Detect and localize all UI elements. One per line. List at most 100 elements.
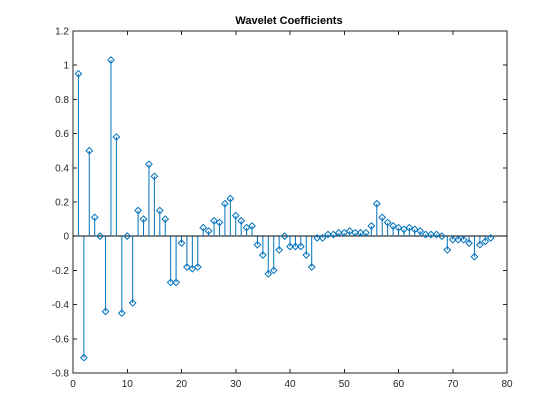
data-point-marker [242, 223, 251, 232]
data-point-marker [410, 225, 419, 234]
data-point-marker [437, 232, 446, 241]
y-tick-label: -0.6 [52, 334, 70, 345]
data-point-marker [139, 215, 148, 224]
data-point-marker [362, 228, 370, 237]
chart-title: Wavelet Coefficients [235, 15, 342, 27]
data-point-marker [318, 234, 327, 242]
data-point-marker [85, 146, 94, 155]
data-point-marker [465, 239, 473, 247]
y-tick-label: -0.8 [52, 369, 70, 380]
data-point-marker [231, 211, 240, 220]
data-point-marker [443, 245, 452, 254]
y-tick-label: 0.6 [55, 129, 69, 140]
axes: 0 10 20 30 40 50 60 70 80 -0.8 -0.6 -0.4 -0.2 0 0.2 0.4… [52, 27, 513, 391]
x-tick-label: 50 [339, 379, 351, 390]
data-point-marker [79, 353, 88, 362]
data-point-marker [177, 239, 186, 247]
data-point-marker [394, 223, 403, 232]
y-tick-label: 0.4 [55, 163, 69, 174]
data-point-marker [269, 266, 278, 275]
y-tick-label: -0.2 [52, 266, 70, 277]
data-point-marker [345, 227, 354, 235]
x-tick-label: 60 [393, 379, 405, 390]
y-tick-label: 1 [63, 61, 69, 72]
data-point-marker [150, 172, 159, 181]
x-tick-label: 80 [501, 379, 513, 390]
data-point-marker [307, 263, 316, 271]
data-point-marker [421, 230, 430, 239]
data-point-marker [123, 232, 132, 241]
data-point-marker [378, 213, 387, 222]
data-point-marker [486, 234, 495, 242]
data-point-marker [220, 199, 229, 208]
data-point-marker [470, 252, 479, 261]
y-tick-label: 0.8 [55, 95, 69, 106]
data-point-marker [253, 240, 262, 249]
data-point-marker [475, 240, 484, 249]
data-point-marker [204, 227, 213, 235]
data-point-marker [416, 227, 425, 235]
x-tick-label: 30 [230, 379, 242, 390]
data-point-marker [356, 228, 365, 237]
data-point-marker [481, 237, 490, 246]
x-tick-label: 10 [122, 379, 134, 390]
data-point-marker [248, 222, 256, 230]
data-point-marker [389, 222, 397, 230]
data-point-marker [329, 230, 338, 239]
data-point-marker [145, 160, 153, 169]
data-point-marker [96, 232, 105, 241]
series-coefficients [74, 56, 495, 362]
data-point-marker [117, 309, 126, 318]
data-point-marker [454, 235, 463, 244]
data-point-marker [161, 215, 170, 224]
data-point-marker [432, 230, 441, 239]
data-point-marker [291, 242, 300, 251]
data-point-marker [188, 264, 197, 273]
data-point-marker [367, 222, 376, 230]
data-point-marker [155, 206, 164, 215]
y-tick-label: -0.4 [52, 300, 70, 311]
x-tick-label: 40 [284, 379, 296, 390]
data-point-marker [427, 230, 435, 239]
data-point-marker [199, 223, 208, 232]
data-point-marker [107, 56, 115, 64]
data-point-marker [405, 223, 414, 232]
y-tick-label: 1.2 [55, 27, 69, 38]
x-tick-label: 0 [70, 379, 76, 390]
data-point-marker [193, 263, 202, 271]
data-point-marker [372, 199, 381, 208]
data-point-marker [128, 298, 137, 307]
x-tick-label: 70 [447, 379, 459, 390]
data-point-marker [334, 228, 343, 237]
data-point-marker [237, 216, 246, 225]
data-point-marker [172, 278, 180, 287]
data-point-marker [400, 225, 408, 234]
data-point-marker [112, 133, 121, 141]
data-point-marker [134, 206, 143, 215]
x-tick-label: 20 [176, 379, 188, 390]
data-point-marker [383, 218, 392, 227]
data-point-marker [459, 235, 468, 244]
data-point-marker [215, 218, 224, 227]
data-point-marker [166, 278, 175, 287]
data-point-marker [324, 230, 332, 239]
data-point-marker [275, 245, 284, 254]
data-point-marker [226, 194, 235, 203]
data-point-marker [296, 242, 305, 251]
data-point-marker [258, 251, 267, 259]
y-tick-label: 0 [63, 232, 69, 243]
y-tick-label: 0.2 [55, 198, 69, 209]
data-point-marker [264, 269, 273, 278]
data-point-marker [90, 213, 99, 222]
data-point-marker [448, 235, 457, 244]
data-point-marker [101, 307, 110, 316]
data-point-marker [183, 263, 191, 271]
data-point-marker [313, 234, 322, 242]
data-point-marker [340, 228, 349, 237]
data-point-marker [210, 216, 218, 225]
data-point-marker [74, 69, 83, 78]
data-point-marker [280, 232, 289, 241]
data-point-marker [286, 242, 294, 251]
